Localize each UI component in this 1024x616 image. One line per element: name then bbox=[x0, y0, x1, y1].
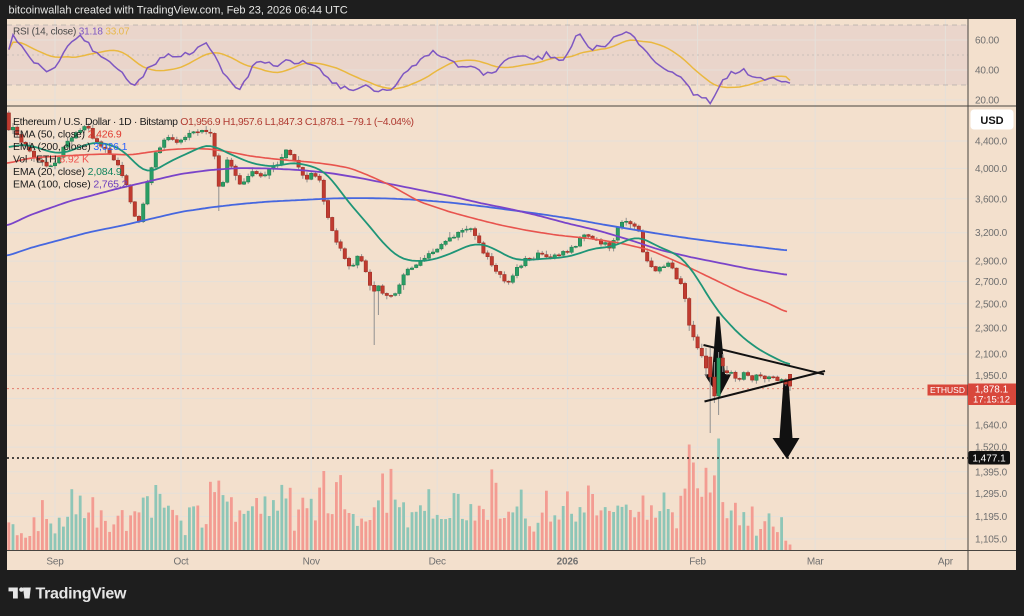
svg-text:USD: USD bbox=[980, 115, 1003, 127]
svg-text:1,295.0: 1,295.0 bbox=[975, 489, 1008, 500]
svg-text:60.00: 60.00 bbox=[975, 36, 1000, 47]
svg-text:Apr: Apr bbox=[938, 557, 954, 568]
svg-text:1,477.1: 1,477.1 bbox=[972, 454, 1006, 465]
svg-text:EMA (50, close) 2,426.9: EMA (50, close) 2,426.9 bbox=[13, 129, 122, 141]
svg-text:Oct: Oct bbox=[174, 557, 189, 568]
svg-text:EMA (100, close) 2,765.2: EMA (100, close) 2,765.2 bbox=[13, 179, 128, 191]
svg-text:3,200.0: 3,200.0 bbox=[975, 228, 1008, 239]
svg-text:2,500.0: 2,500.0 bbox=[975, 299, 1008, 310]
svg-text:40.00: 40.00 bbox=[975, 66, 1000, 77]
svg-text:2,900.0: 2,900.0 bbox=[975, 257, 1008, 268]
svg-text:1,640.0: 1,640.0 bbox=[975, 421, 1008, 432]
svg-text:20.00: 20.00 bbox=[975, 96, 1000, 107]
svg-text:17:15:12: 17:15:12 bbox=[973, 395, 1010, 406]
svg-text:Nov: Nov bbox=[303, 557, 320, 568]
svg-text:Vol · ETH 8.92 K: Vol · ETH 8.92 K bbox=[13, 154, 89, 166]
svg-text:EMA (20, close) 2,084.9: EMA (20, close) 2,084.9 bbox=[13, 166, 122, 178]
svg-text:4,400.0: 4,400.0 bbox=[975, 137, 1008, 148]
svg-text:4,000.0: 4,000.0 bbox=[975, 164, 1008, 175]
svg-text:Dec: Dec bbox=[429, 557, 446, 568]
svg-text:2026: 2026 bbox=[557, 557, 579, 568]
svg-text:TradingView: TradingView bbox=[36, 586, 128, 603]
svg-text:Feb: Feb bbox=[689, 557, 706, 568]
svg-text:ETHUSD: ETHUSD bbox=[930, 385, 965, 395]
svg-text:bitcoinwallah created with Tra: bitcoinwallah created with TradingView.c… bbox=[9, 5, 348, 17]
svg-text:1,395.0: 1,395.0 bbox=[975, 467, 1008, 478]
svg-text:3,600.0: 3,600.0 bbox=[975, 194, 1008, 205]
svg-text:2,100.0: 2,100.0 bbox=[975, 350, 1008, 361]
svg-text:EMA (200, close) 3,026.1: EMA (200, close) 3,026.1 bbox=[13, 141, 128, 153]
svg-text:1,105.0: 1,105.0 bbox=[975, 534, 1008, 545]
svg-text:2,300.0: 2,300.0 bbox=[975, 323, 1008, 334]
svg-text:1,520.0: 1,520.0 bbox=[975, 443, 1008, 454]
svg-text:Mar: Mar bbox=[807, 557, 824, 568]
svg-text:Sep: Sep bbox=[46, 557, 64, 568]
svg-text:1,878.1: 1,878.1 bbox=[975, 385, 1009, 396]
svg-text:2,700.0: 2,700.0 bbox=[975, 277, 1008, 288]
svg-text:Ethereum / U.S. Dollar · 1D ·: Ethereum / U.S. Dollar · 1D · Bitstamp O… bbox=[13, 116, 414, 128]
svg-text:RSI (14, close) 31.18 33.07: RSI (14, close) 31.18 33.07 bbox=[13, 27, 130, 38]
svg-text:1,195.0: 1,195.0 bbox=[975, 512, 1008, 523]
svg-text:1,950.0: 1,950.0 bbox=[975, 371, 1008, 382]
